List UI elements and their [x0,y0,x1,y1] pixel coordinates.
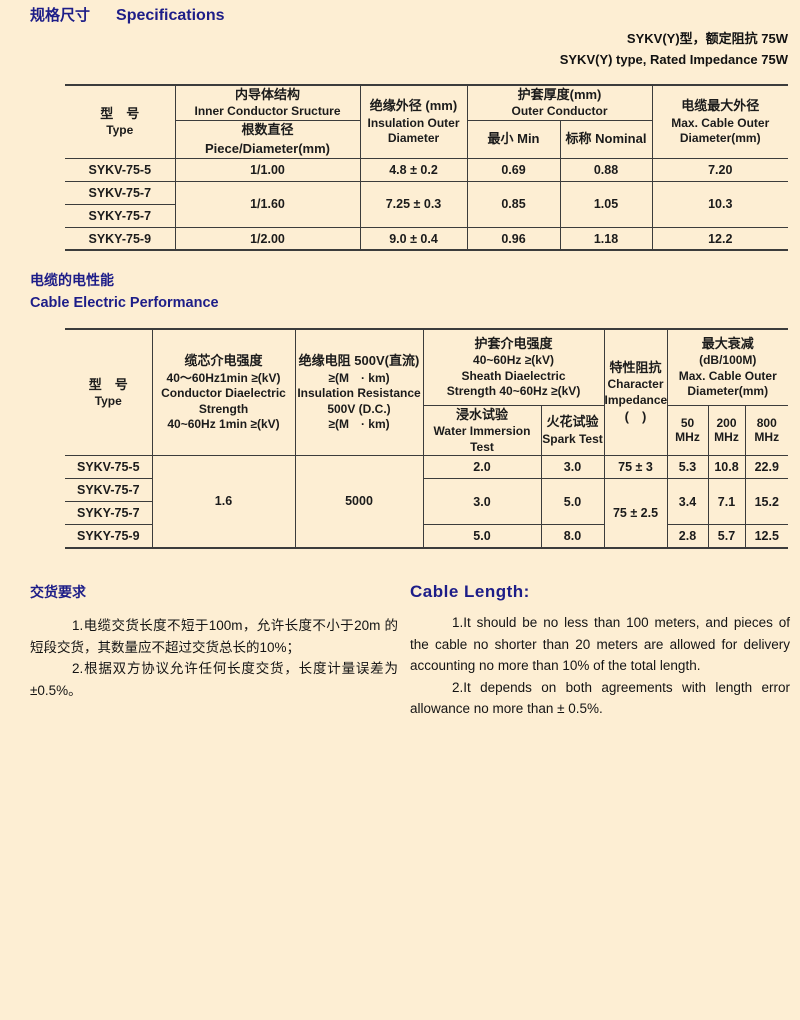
cell-type: SYKV-75-5 [65,157,176,182]
cable-length-section: Cable Length: 1.It should be no less tha… [410,582,790,720]
spec-row-syky-75-9: SYKY-75-9 1/2.00 9.0 ± 0.4 0.96 1.18 12.… [65,226,788,251]
spec-row-sykv-75-7: SYKV-75-7 1/1.60 7.25 ± 0.3 0.85 1.05 10… [65,180,788,228]
col-header-insulation-diameter: 绝缘外径 (mm) Insulation Outer Diameter [359,84,468,159]
cell-nominal: 0.88 [559,157,653,182]
col-header-inner-conductor: 内导体结构 Inner Conductor Sructure [174,84,361,122]
cell-impedance: 75 ± 3 [603,455,668,480]
specifications-table: 型 号 Type 内导体结构 Inner Conductor Sructure … [65,84,788,252]
delivery-paragraph-1: 1.电缆交货长度不短于100m，允许长度不小于20m 的短段交货，其数量应不超过… [30,618,398,655]
page-title: 规格尺寸 Specifications [30,4,225,25]
cell-type: SYKV-75-5 [65,455,153,480]
perf-header-row-2: 浸水试验 Water Immersion Test 火花试验 Spark Tes… [65,404,788,457]
col-header-water-immersion-test: 浸水试验 Water Immersion Test [422,404,542,457]
col-header-characteristic-impedance: 特性阻抗 Character Impedance ( ) [603,328,668,457]
cell-piece-diameter: 1/2.00 [174,226,361,251]
page-title-zh: 规格尺寸 [30,7,91,24]
cell-water-immersion: 5.0 [422,524,542,549]
cell-type: SYKY-75-9 [65,524,153,549]
perf-row-sykv-75-7: SYKV-75-7 3.0 5.0 75 ± 2.5 3.4 7.1 15.2 [65,478,788,549]
cell-spark-test: 5.0 [540,478,605,526]
cable-length-paragraph-1: 1.It should be no less than 100 meters, … [410,615,790,674]
cell-dielectric-strength: 1.6 [151,455,296,549]
cell-insulation: 9.0 ± 0.4 [359,226,468,251]
cell-nominal: 1.18 [559,226,653,251]
delivery-paragraph-2: 2.根据双方协议允许任何长度交货，长度计量误差为 ±0.5%。 [30,661,398,698]
electric-performance-heading: 电缆的电性能 Cable Electric Performance [30,270,219,311]
cell-atten-200mhz: 10.8 [707,455,746,480]
cable-length-paragraph-2: 2.It depends on both agreements with len… [410,679,790,717]
cell-insulation: 4.8 ± 0.2 [359,157,468,182]
col-header-200mhz: 200 MHz [707,404,746,457]
spec-header-row-2: 根数直径 Piece/Diameter(mm) 最小 Min 标称 Nomina… [65,120,788,159]
cell-insulation: 7.25 ± 0.3 [359,180,468,228]
spec-row-sykv-75-5: SYKV-75-5 1/1.00 4.8 ± 0.2 0.69 0.88 7.2… [65,157,788,182]
cell-type: SYKY-75-9 [65,226,176,251]
col-header-max-cable-diameter: 电缆最大外径 Max. Cable Outer Diameter(mm) [651,84,788,159]
cell-type: SYKV-75-7 [65,180,176,205]
col-header-50mhz: 50 MHz [666,404,709,457]
cell-nominal: 1.05 [559,180,653,228]
perf-row-sykv-75-5: SYKV-75-5 1.6 5000 2.0 3.0 75 ± 3 5.3 10… [65,455,788,549]
cell-water-immersion: 3.0 [422,478,542,526]
perf-header-row-1: 型 号 Type 缆芯介电强度 40～60Hz1min ≥(kV) Conduc… [65,328,788,457]
col-header-conductor-dielectric-strength: 缆芯介电强度 40～60Hz1min ≥(kV) Conductor Diael… [151,328,296,457]
delivery-requirements-section: 交货要求 1.电缆交货长度不短于100m，允许长度不小于20m 的短段交货，其数… [30,582,398,720]
col-header-type: 型 号 Type [65,84,176,159]
electric-performance-table: 型 号 Type 缆芯介电强度 40～60Hz1min ≥(kV) Conduc… [65,328,788,549]
cell-atten-800mhz: 12.5 [744,524,788,549]
col-header-insulation-resistance: 绝缘电阻 500V(直流) ≥(M · km) Insulation Resis… [294,328,424,457]
col-header-spark-test: 火花试验 Spark Test [540,404,605,457]
cell-atten-50mhz: 2.8 [666,524,709,549]
cell-atten-800mhz: 15.2 [744,478,788,526]
cell-max-diameter: 10.3 [651,180,788,228]
cell-min: 0.96 [466,226,561,251]
col-header-sheath-dielectric-strength: 护套介电强度 40~60Hz ≥(kV) Sheath Diaelectric … [422,328,605,406]
col-header-max-attenuation: 最大衰减 (dB/100M) Max. Cable Outer Diameter… [666,328,788,406]
perf-row-syky-75-9: SYKY-75-9 5.0 8.0 2.8 5.7 12.5 [65,524,788,549]
electric-heading-zh: 电缆的电性能 [30,272,114,288]
col-header-type: 型 号 Type [65,328,153,457]
cell-min: 0.85 [466,180,561,228]
electric-heading-en: Cable Electric Performance [30,295,219,311]
spec-row-syky-75-7: SYKY-75-7 [65,203,788,228]
cell-max-diameter: 7.20 [651,157,788,182]
cell-water-immersion: 2.0 [422,455,542,480]
cell-atten-800mhz: 22.9 [744,455,788,480]
rated-impedance-subtitle: SYKV(Y)型，额定阻抗 75W SYKV(Y) type, Rated Im… [560,28,788,70]
subtitle-line-zh: SYKV(Y)型，额定阻抗 75W [626,31,788,46]
col-header-sheath-thickness: 护套厚度(mm) Outer Conductor [466,84,653,122]
cell-max-diameter: 12.2 [651,226,788,251]
cell-piece-diameter: 1/1.00 [174,157,361,182]
col-header-piece-diameter: 根数直径 Piece/Diameter(mm) [174,120,361,159]
page-title-en: Specifications [116,7,225,24]
cell-atten-50mhz: 5.3 [666,455,709,480]
cell-min: 0.69 [466,157,561,182]
cell-atten-200mhz: 5.7 [707,524,746,549]
cell-piece-diameter: 1/1.60 [174,180,361,228]
col-header-nominal: 标称 Nominal [559,120,653,159]
delivery-heading: 交货要求 [30,584,86,600]
cell-spark-test: 8.0 [540,524,605,549]
cell-spark-test: 3.0 [540,455,605,480]
cell-type: SYKV-75-7 [65,478,153,503]
spec-header-row-1: 型 号 Type 内导体结构 Inner Conductor Sructure … [65,84,788,159]
cell-type: SYKY-75-7 [65,501,153,526]
cell-insulation-resistance: 5000 [294,455,424,549]
col-header-800mhz: 800 MHz [744,404,788,457]
col-header-min: 最小 Min [466,120,561,159]
subtitle-line-en: SYKV(Y) type, Rated Impedance 75W [559,52,788,67]
cell-atten-50mhz: 3.4 [666,478,709,526]
cable-length-heading: Cable Length: [410,582,530,601]
cell-impedance: 75 ± 2.5 [603,478,668,549]
cell-atten-200mhz: 7.1 [707,478,746,526]
cell-type: SYKY-75-7 [65,203,176,228]
bottom-section: 交货要求 1.电缆交货长度不短于100m，允许长度不小于20m 的短段交货，其数… [30,582,790,720]
